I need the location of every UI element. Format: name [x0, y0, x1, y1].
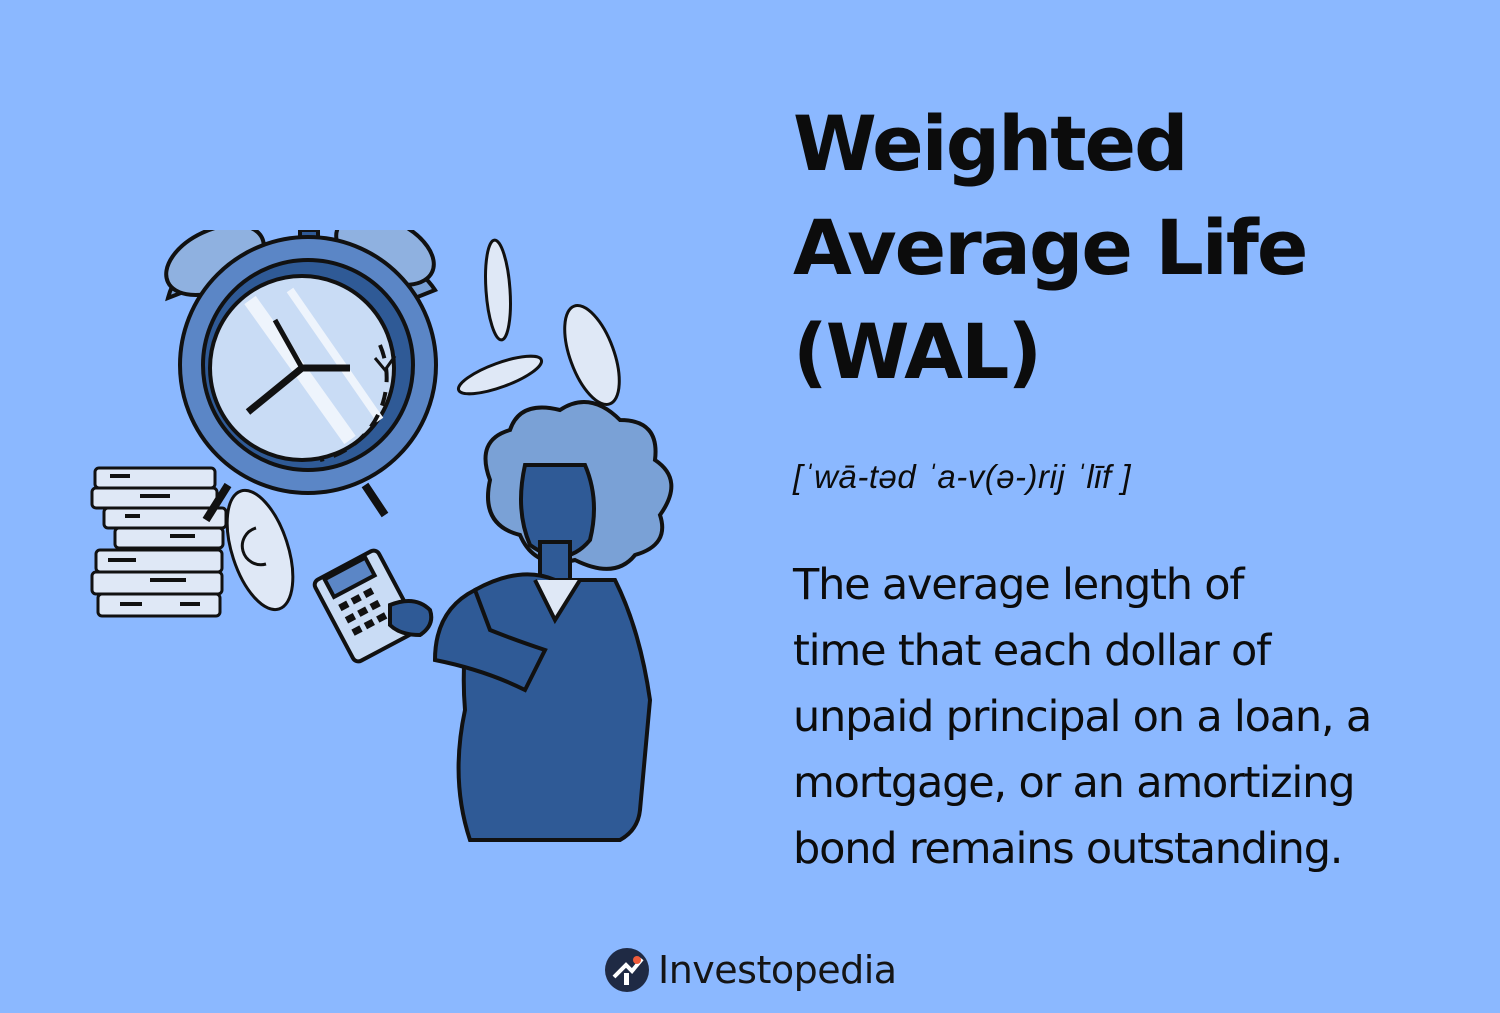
definition-line: bond remains outstanding. [793, 824, 1343, 874]
coin-stack-icon [90, 466, 228, 618]
title-line: Weighted [793, 99, 1189, 188]
person-with-calculator-icon [312, 400, 674, 842]
brand-footer: Investopedia [604, 944, 897, 996]
investopedia-logo-icon [605, 948, 649, 992]
definition-line: The average length of [793, 560, 1245, 610]
alarm-clock-icon [164, 230, 439, 523]
page-title: Weighted Average Life (WAL) [793, 92, 1473, 404]
definition-line: unpaid principal on a loan, a [793, 692, 1372, 742]
text-block: Weighted Average Life (WAL) [ˈwā-təd ˈa-… [793, 92, 1473, 882]
definition: The average length of time that each dol… [793, 552, 1473, 882]
definition-line: time that each dollar of [793, 626, 1271, 676]
pronunciation: [ˈwā-təd ˈa-v(ə-)rij ˈlīf ] [793, 458, 1132, 495]
title-line: (WAL) [793, 307, 1042, 396]
falling-coin-icon [225, 238, 621, 612]
illustration [80, 230, 680, 850]
title-line: Average Life [793, 203, 1308, 292]
brand-name: Investopedia [658, 948, 897, 992]
definition-line: mortgage, or an amortizing [793, 758, 1355, 808]
